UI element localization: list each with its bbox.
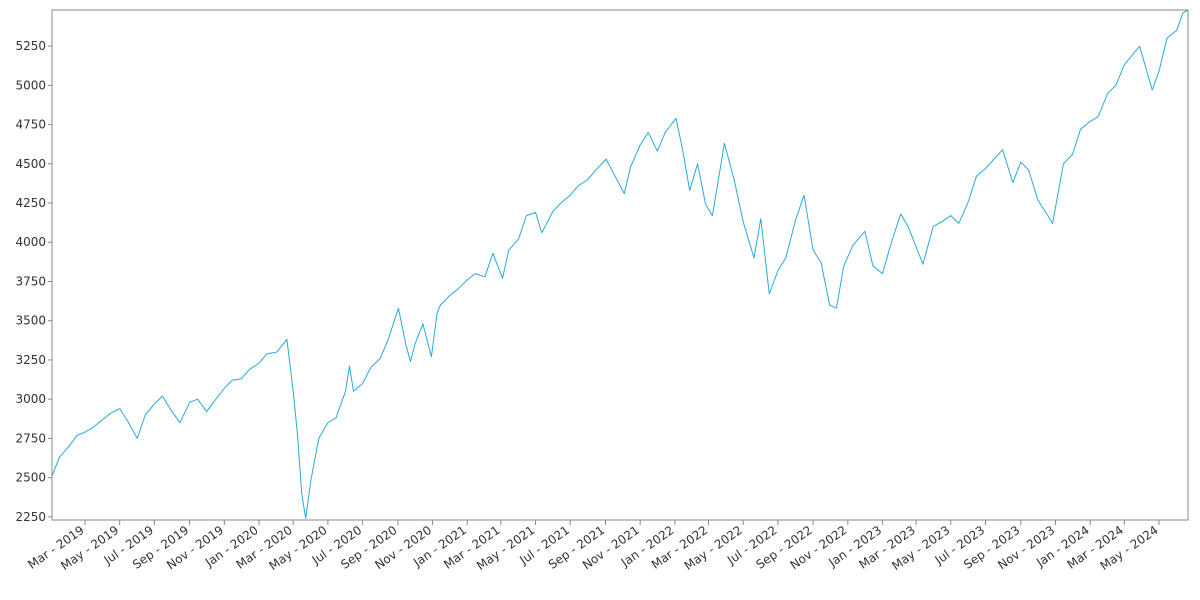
y-tick-label: 4500 bbox=[15, 157, 46, 171]
y-tick-label: 5000 bbox=[15, 78, 46, 92]
y-tick-label: 3000 bbox=[15, 392, 46, 406]
y-tick-label: 4250 bbox=[15, 196, 46, 210]
y-tick-label: 2250 bbox=[15, 510, 46, 524]
y-tick-label: 2750 bbox=[15, 431, 46, 445]
y-tick-label: 3250 bbox=[15, 353, 46, 367]
y-tick-label: 3500 bbox=[15, 314, 46, 328]
y-tick-label: 2500 bbox=[15, 471, 46, 485]
y-axis-ticks: 2250 2500 2750 3000 3250 3500 3750 4000 4250 4500… bbox=[15, 39, 52, 524]
y-tick-label: 5250 bbox=[15, 39, 46, 53]
plot-area-frame bbox=[51, 9, 1189, 521]
y-tick-label: 3750 bbox=[15, 274, 46, 288]
y-tick-label: 4750 bbox=[15, 118, 46, 132]
series-layer bbox=[51, 9, 1189, 519]
series-line-0 bbox=[51, 9, 1189, 519]
y-tick-label: 4000 bbox=[15, 235, 46, 249]
